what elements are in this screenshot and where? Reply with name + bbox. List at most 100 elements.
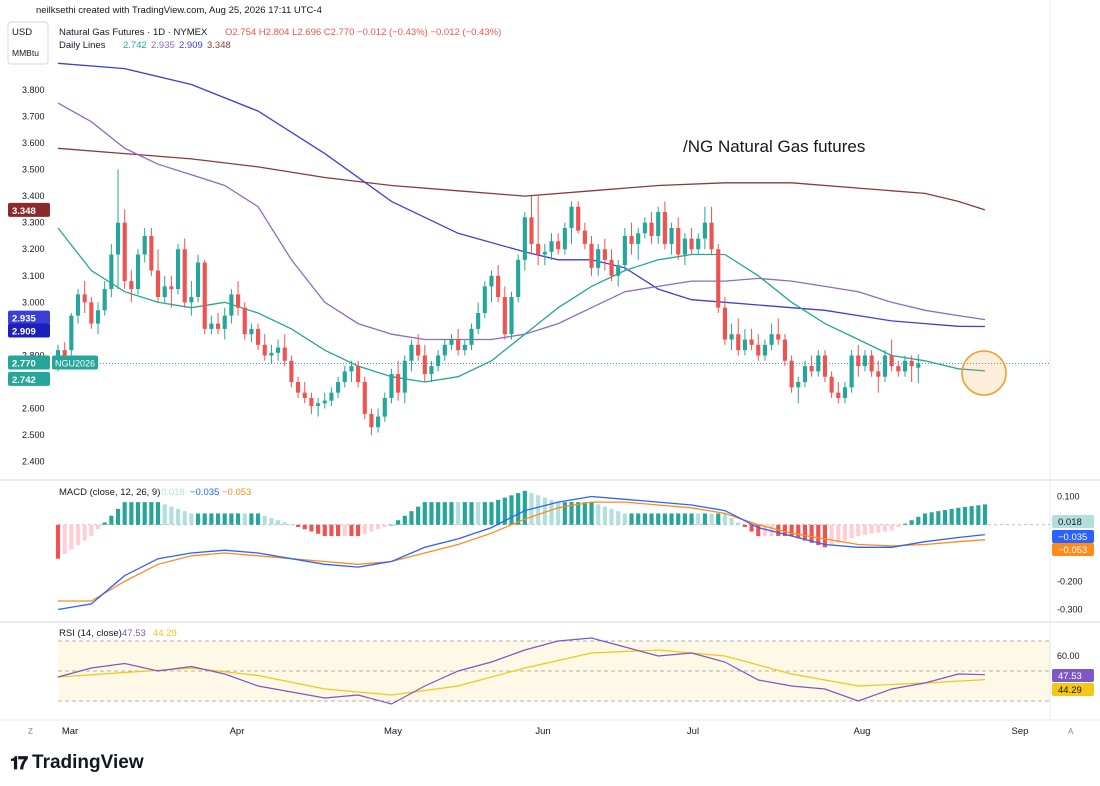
macd-hist-bar: [215, 513, 221, 525]
macd-hist-bar: [342, 524, 347, 537]
macd-hist-bar: [482, 502, 487, 525]
x-month-label: Apr: [230, 726, 245, 737]
macd-hist-bar: [716, 513, 721, 525]
candle-body: [502, 297, 507, 335]
candle-body: [69, 315, 74, 351]
candle-body: [155, 270, 161, 298]
macd-hist-bar: [195, 513, 201, 525]
candle-body: [856, 355, 861, 367]
candle-body: [436, 355, 441, 367]
macd-hist-bar: [636, 513, 641, 525]
price-label-badge: [8, 310, 50, 325]
macd-hist-bar: [962, 506, 968, 525]
macd-hist-bar: [402, 515, 407, 525]
macd-hist-bar: [596, 504, 601, 525]
rsi-line: [57, 637, 986, 705]
macd-hist-bar: [229, 513, 234, 525]
macd-hist-bar: [382, 524, 387, 527]
rsi-ma-value: 44.29: [153, 628, 177, 639]
candle-body: [302, 392, 307, 398]
candle-body: [316, 403, 321, 406]
macd-hist-bar: [676, 513, 681, 525]
rsi-ma-badge: [1052, 683, 1094, 696]
macd-hist-bar: [256, 513, 261, 525]
macd-hist-bar: [502, 497, 507, 525]
chart-annotation: /NG Natural Gas futures: [683, 137, 865, 156]
macd-hist-bar: [409, 511, 414, 525]
macd-hist-bar: [816, 524, 821, 546]
macd-hist-bar: [316, 524, 321, 534]
candle-body: [182, 249, 187, 303]
macd-hist-bar: [922, 513, 928, 525]
ma20-line: [57, 227, 986, 383]
price-label-badge: [8, 323, 50, 338]
macd-hist-bar: [162, 504, 167, 525]
price-label-badge: [8, 202, 50, 217]
macd-hist-bar: [422, 502, 427, 525]
macd-value-badge: [1052, 530, 1094, 543]
candle-body: [809, 366, 814, 372]
candle-body: [82, 294, 87, 303]
candle-body: [276, 347, 281, 353]
daily-line-value: 2.742: [123, 40, 147, 51]
macd-hist-bar: [429, 502, 434, 525]
candle-body: [582, 230, 587, 244]
macd-hist-bar: [155, 502, 161, 525]
candle-body: [629, 235, 634, 244]
macd-hist-bar: [689, 513, 694, 525]
price-tick-label: 2.500: [22, 430, 45, 440]
candle-body: [902, 360, 908, 372]
candle-body: [789, 360, 794, 388]
candle-body: [115, 222, 121, 255]
candle-body: [429, 366, 434, 375]
candle-body: [62, 350, 67, 356]
currency-box: [7, 21, 49, 65]
candle-body: [262, 344, 267, 356]
macd-hist-bar: [616, 511, 621, 525]
candle-body: [909, 360, 914, 367]
macd-hist-bar: [149, 502, 154, 525]
candle-body: [882, 355, 888, 377]
macd-hist-bar: [729, 517, 734, 525]
x-month-label: Sep: [1012, 726, 1029, 737]
macd-hist-bar: [662, 513, 667, 525]
candle-body: [482, 286, 487, 313]
x-month-label: Jun: [535, 726, 550, 737]
candle-body: [782, 339, 787, 361]
macd-hist-bar: [209, 513, 214, 525]
macd-hist-bar: [876, 524, 881, 533]
macd-value-badge: [1052, 515, 1094, 528]
tradingview-brand: 𝟏𝟕 TradingView: [10, 752, 144, 774]
candle-body: [716, 249, 721, 308]
candle-body: [676, 227, 681, 255]
macd-hist-bar: [889, 524, 894, 531]
macd-value-badge-text: 0.018: [1058, 517, 1082, 528]
candle-body: [842, 387, 848, 398]
candle-body: [102, 289, 107, 311]
candle-body: [876, 371, 881, 377]
macd-hist-bar: [296, 524, 301, 527]
candle-body: [175, 249, 181, 290]
candle-body: [469, 328, 474, 345]
macd-hist-bar: [936, 511, 941, 525]
macd-tick-label: 0.100: [1057, 491, 1080, 501]
candle-body: [329, 392, 334, 401]
candle-body: [349, 366, 354, 372]
candle-body: [322, 400, 327, 404]
candle-body: [336, 382, 341, 393]
ticker-tag-badge: [52, 355, 98, 370]
macd-hist-bar: [856, 524, 861, 537]
candle-body: [256, 328, 261, 345]
candle-body: [289, 360, 294, 383]
candle-body: [489, 275, 494, 287]
macd-hist-bar: [622, 513, 627, 525]
price-tick-label: 3.000: [22, 297, 45, 307]
symbol-title: Natural Gas Futures · 1D · NYMEX: [59, 27, 208, 38]
macd-hist-bar: [369, 524, 374, 532]
macd-hist-bar: [516, 493, 521, 525]
price-tick-label: 3.200: [22, 244, 45, 254]
candle-body: [776, 334, 781, 340]
macd-hist-bar: [896, 524, 901, 527]
candle-body: [916, 363, 921, 368]
